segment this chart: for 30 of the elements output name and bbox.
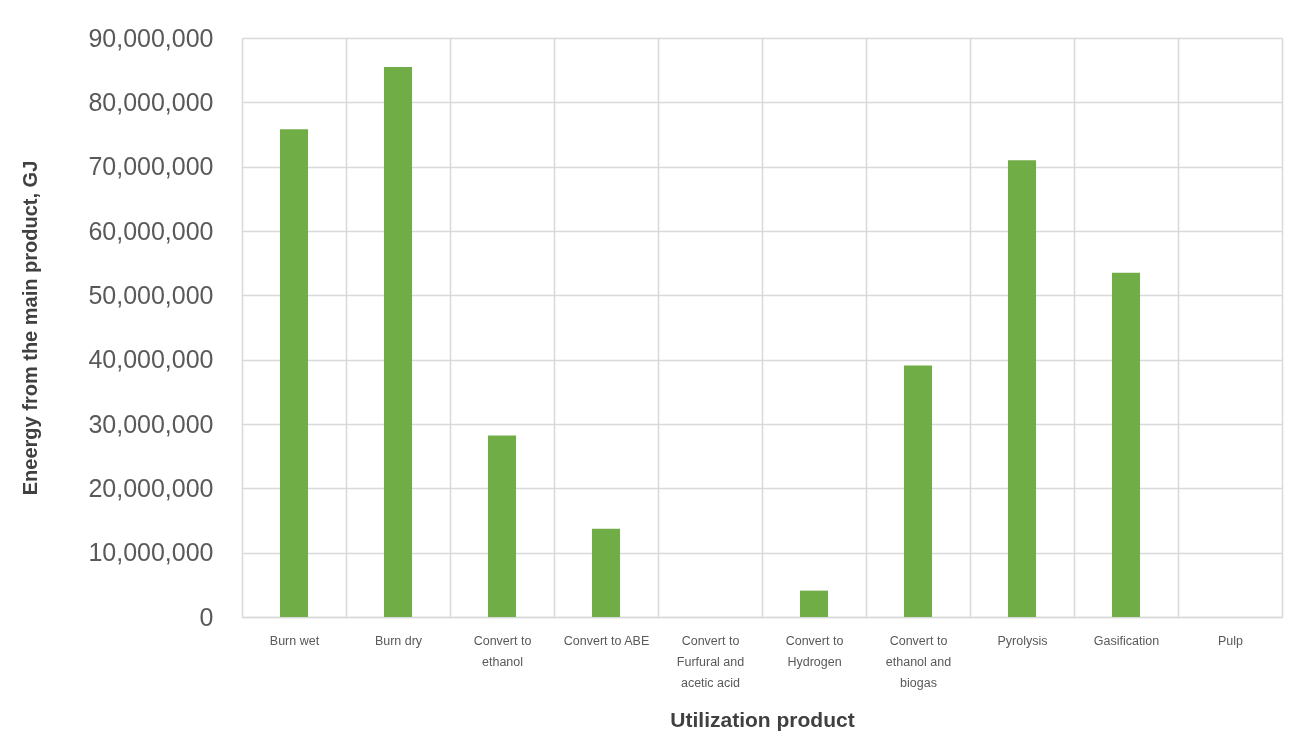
y-tick-label: 20,000,000 [88,473,214,502]
y-tick-label: 70,000,000 [88,152,214,181]
bar [903,365,933,617]
bar [799,590,829,617]
x-axis-title: Utilization product [670,707,855,731]
y-tick-label: 60,000,000 [88,216,214,245]
x-tick-label: Convert to Furfural and acetic acid [676,633,745,690]
bar [1111,272,1141,617]
y-tick-label: 0 [199,602,214,631]
x-tick-label: Convert to ethanol [473,633,532,669]
y-tick-label: 80,000,000 [88,87,214,116]
y-tick-label: 30,000,000 [88,409,214,438]
y-tick-label: 50,000,000 [88,280,214,309]
x-tick-label: Gasification [1093,633,1160,648]
bar [591,528,621,617]
x-tick-label: Convert to ethanol and biogas [885,633,952,690]
x-tick-label: Convert to Hydrogen [785,633,844,669]
bar [279,129,309,617]
x-tick-label: Burn dry [374,633,423,648]
y-tick-label: 90,000,000 [88,23,214,52]
bar [383,66,413,617]
x-tick-label: Burn wet [269,633,320,648]
y-axis-title: Eneergy from the main product, GJ [18,160,41,496]
x-tick-label: Pulp [1217,633,1244,648]
y-tick-label: 40,000,000 [88,345,214,374]
y-tick-label: 10,000,000 [88,538,214,567]
x-tick-label: Convert to ABE [563,633,650,648]
bar [487,435,517,617]
x-tick-label: Pyrolysis [997,633,1048,648]
bar [1007,160,1037,617]
